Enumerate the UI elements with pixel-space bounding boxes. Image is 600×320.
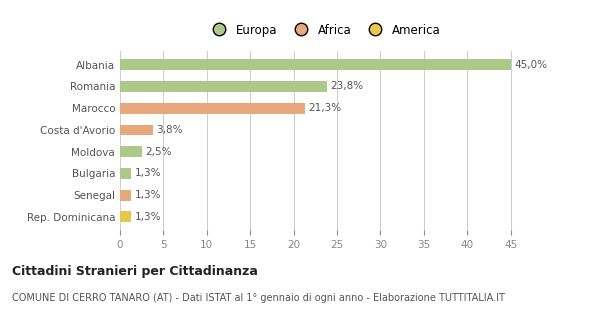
Text: 45,0%: 45,0% <box>514 60 547 70</box>
Bar <box>120 146 142 157</box>
Bar <box>120 59 511 70</box>
Text: COMUNE DI CERRO TANARO (AT) - Dati ISTAT al 1° gennaio di ogni anno - Elaborazio: COMUNE DI CERRO TANARO (AT) - Dati ISTAT… <box>12 293 505 303</box>
Bar <box>120 212 131 222</box>
Bar <box>120 81 326 92</box>
Text: 1,3%: 1,3% <box>135 212 161 222</box>
Bar <box>120 124 153 135</box>
Text: 3,8%: 3,8% <box>157 125 183 135</box>
Legend: Europa, Africa, America: Europa, Africa, America <box>205 21 443 39</box>
Bar <box>120 103 305 114</box>
Text: 2,5%: 2,5% <box>145 147 172 157</box>
Text: Cittadini Stranieri per Cittadinanza: Cittadini Stranieri per Cittadinanza <box>12 265 258 278</box>
Text: 23,8%: 23,8% <box>330 82 363 92</box>
Text: 21,3%: 21,3% <box>308 103 341 113</box>
Text: 1,3%: 1,3% <box>135 190 161 200</box>
Bar <box>120 168 131 179</box>
Text: 1,3%: 1,3% <box>135 168 161 178</box>
Bar <box>120 190 131 201</box>
